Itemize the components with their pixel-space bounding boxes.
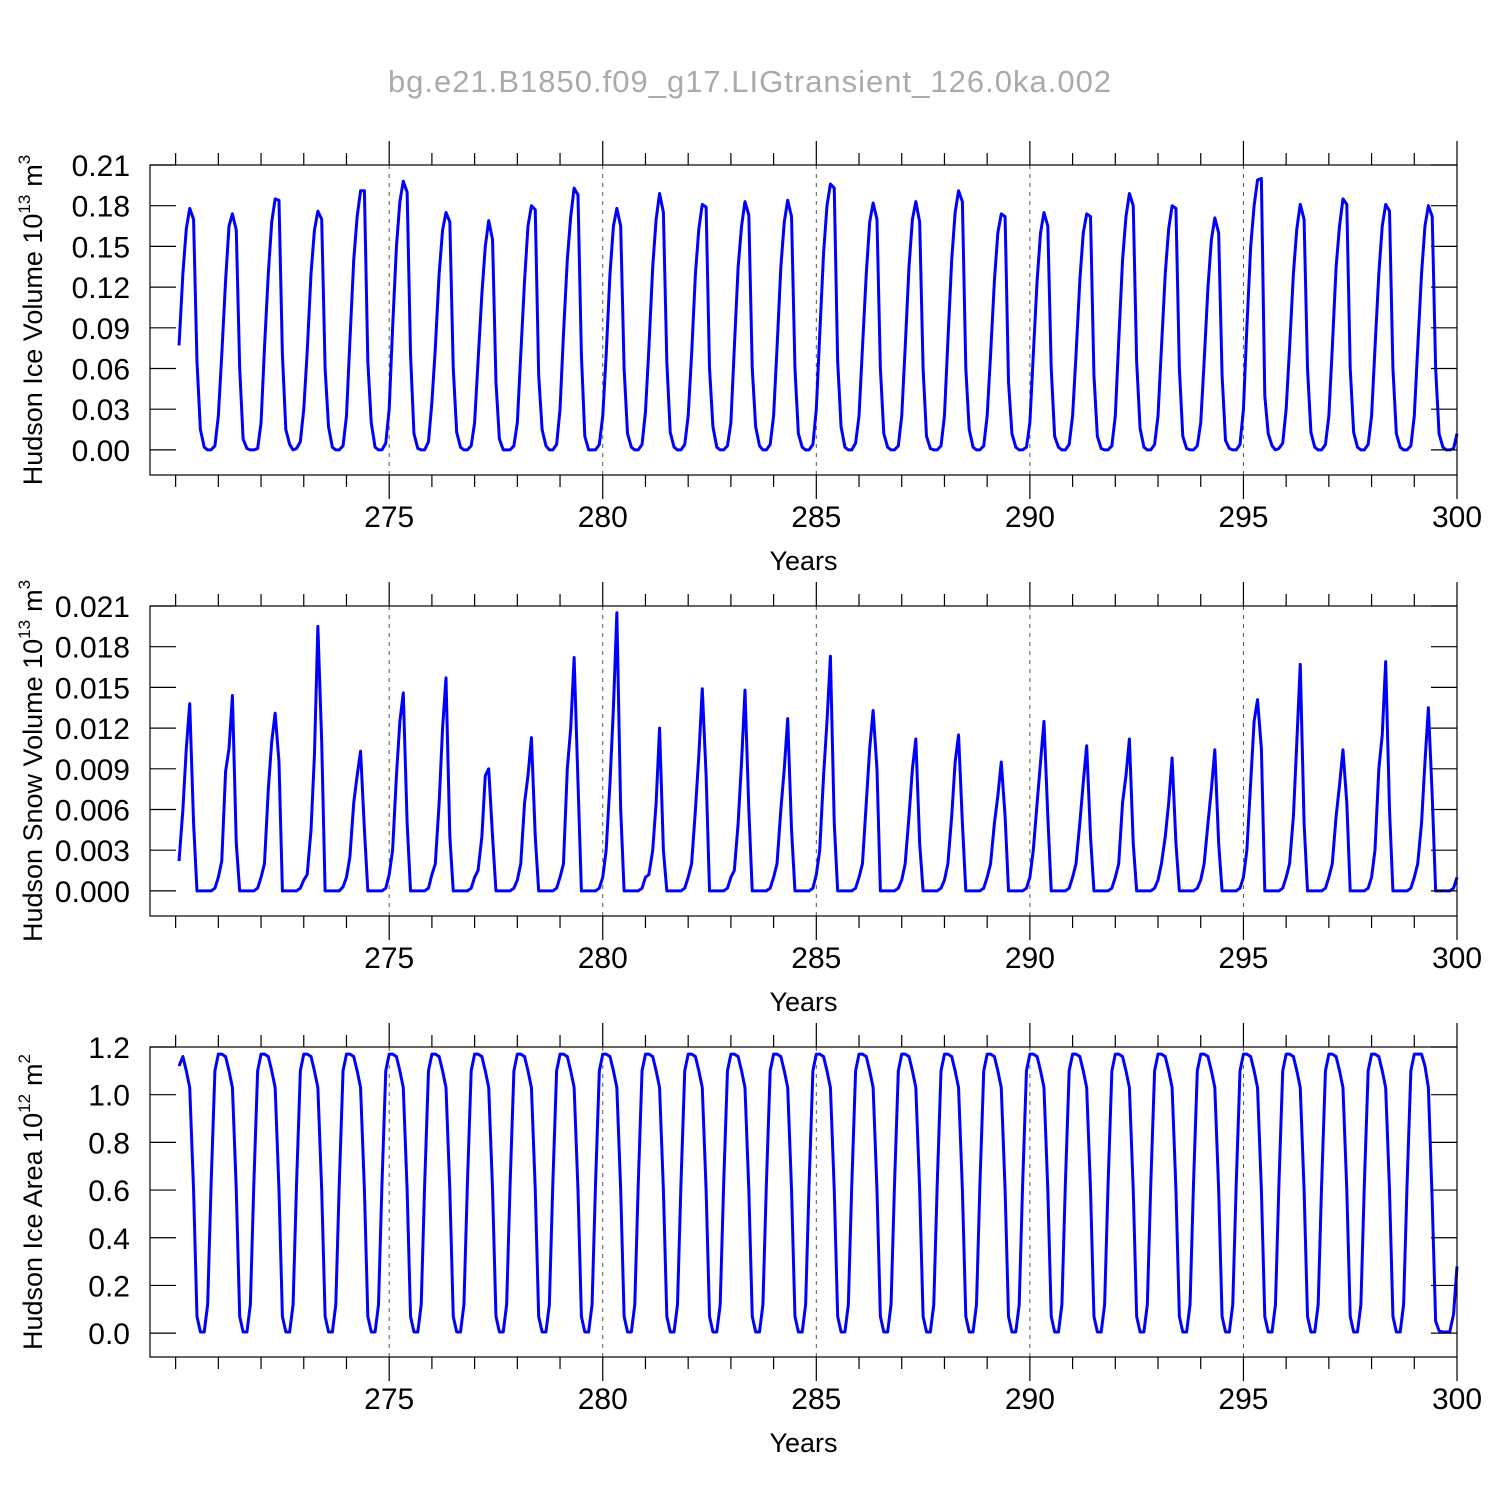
x-tick-label: 285 — [791, 942, 841, 975]
x-tick-label: 290 — [1005, 501, 1055, 534]
x-tick-label: 275 — [364, 942, 414, 975]
y-tick-label: 0.0 — [88, 1318, 130, 1351]
y-tick-label: 0.021 — [55, 591, 130, 624]
y-tick-label: 0.2 — [88, 1270, 130, 1303]
x-tick-label: 300 — [1432, 1383, 1482, 1416]
x-axis-title: Years — [769, 987, 837, 1017]
y-tick-label: 0.012 — [55, 713, 130, 746]
y-tick-label: 0.015 — [55, 672, 130, 705]
y-axis-title-exponent: 12 — [15, 1094, 34, 1113]
data-line — [177, 1052, 1459, 1334]
y-axis-title-text: Hudson Snow Volume 10 — [18, 639, 48, 942]
y-tick-label: 0.09 — [72, 313, 130, 346]
y-axis-title-unit-exponent: 2 — [15, 1054, 34, 1063]
x-tick-label: 300 — [1432, 942, 1482, 975]
x-tick-label: 295 — [1218, 942, 1268, 975]
y-tick-label: 0.000 — [55, 876, 130, 909]
x-tick-label: 290 — [1005, 1383, 1055, 1416]
y-tick-label: 0.003 — [55, 835, 130, 868]
y-tick-label: 0.06 — [72, 354, 130, 387]
plot-frame — [149, 605, 1458, 917]
y-axis-title-unit-exponent: 3 — [15, 580, 34, 589]
y-tick-label: 0.18 — [72, 191, 130, 224]
plot-frame — [149, 164, 1458, 476]
data-line — [177, 177, 1459, 452]
x-tick-label: 280 — [578, 942, 628, 975]
y-axis-title-text: Hudson Ice Area 10 — [18, 1113, 48, 1350]
y-tick-label: 0.21 — [72, 150, 130, 183]
y-axis-title: Hudson Snow Volume 1013 m3 — [15, 580, 48, 942]
x-tick-label: 295 — [1218, 501, 1268, 534]
y-axis-title-exponent: 13 — [15, 620, 34, 639]
y-tick-label: 0.12 — [72, 272, 130, 305]
y-tick-label: 0.006 — [55, 795, 130, 828]
plot-frame — [149, 1046, 1458, 1358]
y-axis-title-unit-exponent: 3 — [15, 155, 34, 164]
y-axis-title-exponent: 13 — [15, 195, 34, 214]
x-axis-title: Years — [769, 1428, 837, 1458]
x-tick-label: 295 — [1218, 1383, 1268, 1416]
y-axis-title-unit: m — [18, 164, 48, 187]
y-axis-title-text: Hudson Ice Volume 10 — [18, 214, 48, 486]
y-tick-label: 0.009 — [55, 754, 130, 787]
x-tick-label: 280 — [578, 501, 628, 534]
y-tick-label: 0.15 — [72, 231, 130, 264]
y-tick-label: 1.0 — [88, 1080, 130, 1113]
data-line — [177, 611, 1459, 893]
x-tick-label: 285 — [791, 1383, 841, 1416]
y-tick-label: 0.018 — [55, 632, 130, 665]
y-tick-label: 0.00 — [72, 435, 130, 468]
x-tick-label: 280 — [578, 1383, 628, 1416]
x-tick-label: 290 — [1005, 942, 1055, 975]
y-tick-label: 0.03 — [72, 394, 130, 427]
x-axis-title: Years — [769, 546, 837, 576]
y-tick-label: 1.2 — [88, 1032, 130, 1065]
x-tick-label: 285 — [791, 501, 841, 534]
y-tick-label: 0.6 — [88, 1175, 130, 1208]
x-tick-label: 300 — [1432, 501, 1482, 534]
y-tick-label: 0.8 — [88, 1127, 130, 1160]
y-axis-title: Hudson Ice Area 1012 m2 — [15, 1054, 48, 1350]
x-tick-label: 275 — [364, 1383, 414, 1416]
y-tick-label: 0.4 — [88, 1223, 130, 1256]
y-axis-title: Hudson Ice Volume 1013 m3 — [15, 155, 48, 486]
chart-title: bg.e21.B1850.f09_g17.LIGtransient_126.0k… — [388, 64, 1112, 99]
x-tick-label: 275 — [364, 501, 414, 534]
y-axis-title-unit: m — [18, 1063, 48, 1086]
y-axis-title-unit: m — [18, 589, 48, 612]
